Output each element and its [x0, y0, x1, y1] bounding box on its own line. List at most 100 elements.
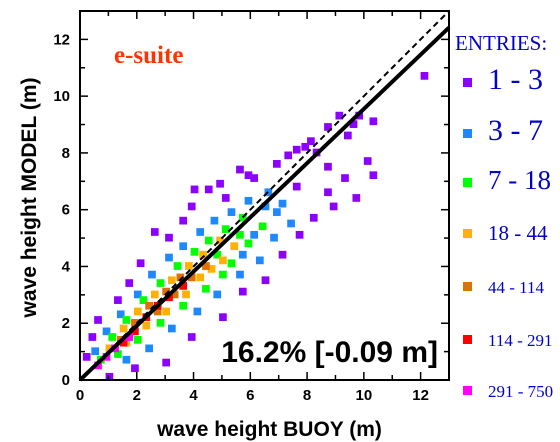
heatmap-cell: [136, 259, 145, 268]
heatmap-cell: [204, 185, 213, 194]
legend-swatch: [463, 129, 472, 138]
legend-swatch: [463, 229, 472, 238]
heatmap-cell: [244, 171, 253, 180]
heatmap-cell: [145, 301, 153, 310]
legend-entry-label: 18 - 44: [488, 221, 548, 245]
heatmap-cell: [227, 208, 236, 216]
heatmap-cell: [182, 290, 190, 299]
heatmap-cell: [204, 236, 213, 245]
heatmap-cell: [105, 344, 114, 353]
heatmap-cell: [216, 236, 224, 245]
x-tick-label: 6: [246, 387, 254, 404]
heatmap-cell: [278, 199, 287, 208]
heatmap-cell: [125, 333, 134, 341]
heatmap-cell: [324, 123, 332, 131]
x-tick-label: 4: [189, 387, 198, 404]
heatmap-cell: [273, 160, 281, 168]
reference-lines: [78, 10, 451, 382]
legend-entry-label: 114 - 291: [488, 331, 553, 350]
heatmap-cell: [102, 327, 111, 336]
heatmap-cell: [278, 250, 287, 259]
y-tick-label: 8: [62, 145, 70, 162]
x-tick-label: 8: [303, 387, 311, 404]
y-axis-label: wave height MODEL (m): [18, 78, 41, 319]
heatmap-cell: [238, 250, 247, 259]
heatmap-cell: [122, 355, 131, 364]
heatmap-cell: [255, 256, 264, 265]
heatmap-cell: [88, 333, 97, 341]
heatmap-cell: [165, 233, 173, 242]
heatmap-cell: [179, 216, 188, 225]
heatmap-cell: [199, 250, 207, 259]
heatmap-cell: [187, 273, 196, 282]
legend-swatch: [463, 78, 472, 87]
heatmap-cell: [187, 333, 196, 341]
heatmap-cell: [125, 279, 134, 287]
heatmap-cell: [133, 307, 142, 316]
legend: ENTRIES: 1 - 3 3 - 7 7 - 18 18 - 44 44 - 114…: [455, 31, 553, 401]
x-tick-label: 10: [356, 387, 373, 404]
heatmap-cell: [352, 194, 361, 202]
heatmap-cell: [162, 358, 171, 367]
heatmap-cell: [301, 142, 310, 151]
y-tick-label: 2: [62, 315, 70, 332]
heatmap-cell: [167, 276, 176, 285]
heatmap-cell: [116, 310, 125, 319]
y-tick-label: 6: [62, 202, 70, 219]
heatmap-cell: [114, 296, 122, 304]
heatmap-cell: [165, 253, 173, 262]
heatmap-cell: [133, 336, 142, 344]
heatmap-cell: [261, 276, 270, 285]
heatmap-cell: [170, 290, 179, 299]
heatmap-cell: [230, 242, 239, 251]
x-tick-label: 0: [76, 387, 84, 404]
heatmap-cell: [236, 165, 244, 174]
heatmap-cells: [82, 72, 429, 381]
heatmap-cell: [287, 219, 295, 228]
heatmap-cell: [94, 316, 102, 324]
x-axis-label: wave height BUOY (m): [156, 418, 382, 441]
heatmap-cell: [273, 208, 281, 216]
heatmap-cell: [119, 338, 128, 347]
heatmap-cell: [150, 290, 159, 299]
heatmap-cell: [122, 316, 131, 324]
heatmap-cell: [236, 230, 244, 239]
heatmap-cell: [150, 228, 159, 236]
heatmap-cell: [82, 353, 91, 361]
legend-entry-label: 7 - 18: [488, 165, 551, 195]
x-tick-label: 2: [133, 387, 141, 404]
heatmap-cell: [219, 313, 227, 321]
heatmap-cell: [119, 324, 128, 333]
heatmap-cell: [213, 290, 222, 299]
heatmap-cell: [139, 296, 148, 304]
heatmap-cell: [91, 347, 100, 356]
heatmap-cell: [284, 151, 293, 160]
heatmap-cell: [227, 259, 236, 268]
heatmap-cell: [219, 256, 227, 265]
heatmap-cell: [148, 270, 156, 279]
heatmap-cell: [329, 202, 338, 211]
heatmap-cell: [176, 273, 185, 282]
heatmap-cell: [187, 202, 196, 211]
heatmap-cell: [238, 213, 247, 222]
heatmap-cell: [221, 225, 230, 233]
heatmap-cell: [369, 117, 378, 126]
heatmap-cell: [369, 171, 378, 180]
heatmap-cell: [196, 273, 205, 282]
heatmap-cell: [193, 307, 202, 316]
axis-ticks: 0 2 4 6 8 10 12 0 2 4 6 8 10 12: [53, 10, 450, 404]
heatmap-cell: [292, 182, 301, 191]
heatmap-cell: [270, 233, 278, 242]
heatmap-cell: [221, 194, 230, 202]
heatmap-cell: [295, 230, 304, 239]
regression-line: [78, 26, 451, 382]
legend-entry-label: 44 - 114: [488, 278, 545, 297]
heatmap-cell: [335, 111, 344, 120]
plot-frame: [79, 10, 450, 381]
heatmap-cell: [179, 242, 188, 251]
heatmap-cell: [167, 324, 176, 333]
heatmap-cell: [173, 262, 182, 270]
y-tick-label: 12: [53, 31, 70, 48]
heatmap-cell: [420, 72, 429, 80]
